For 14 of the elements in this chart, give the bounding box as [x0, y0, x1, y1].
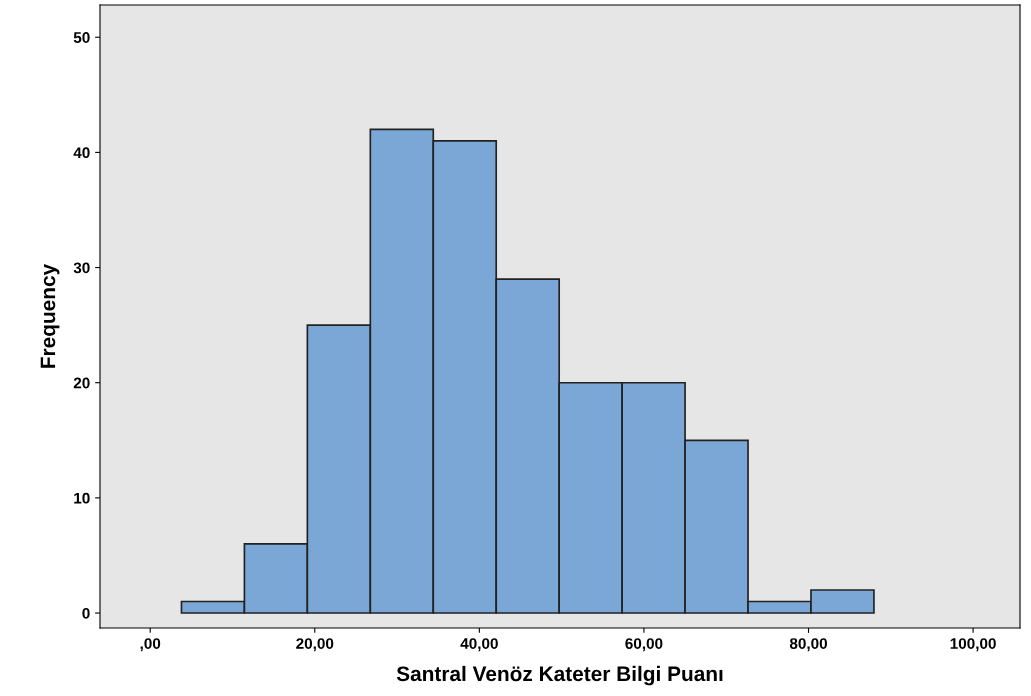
x-tick-label: 60,00: [625, 638, 663, 652]
x-tick-label: 80,00: [789, 638, 828, 652]
x-axis-title: Santral Venöz Kateter Bilgi Puanı: [396, 665, 723, 686]
y-tick-label: 20: [73, 377, 90, 389]
x-tick-label: ,00: [140, 638, 161, 652]
y-axis-title: Frequency: [40, 263, 60, 368]
x-tick-label: 100,00: [950, 638, 996, 652]
y-tick-label: 40: [73, 147, 90, 159]
y-tick-label: 10: [74, 492, 90, 504]
y-tick-label: 50: [73, 32, 90, 43]
x-tick-label: 20,00: [296, 638, 334, 652]
y-tick-label: 0: [82, 607, 90, 619]
x-tick-label: 40,00: [460, 638, 498, 652]
y-tick-label: 30: [73, 262, 90, 274]
